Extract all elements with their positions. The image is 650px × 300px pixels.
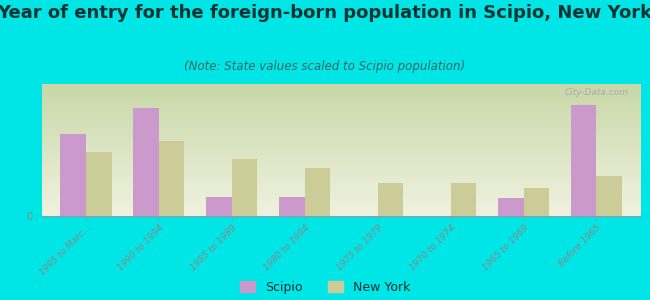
Text: Year of entry for the foreign-born population in Scipio, New York: Year of entry for the foreign-born popul… (0, 4, 650, 22)
Bar (597, 176, 622, 216)
Bar (305, 168, 330, 216)
Legend: Scipio, New York: Scipio, New York (240, 281, 410, 294)
Bar (498, 198, 523, 216)
Bar (450, 183, 476, 216)
Bar (232, 159, 257, 216)
Bar (280, 196, 305, 216)
Bar (206, 196, 232, 216)
Bar (571, 105, 597, 216)
Text: City-Data.com: City-Data.com (564, 88, 629, 97)
Bar (378, 183, 403, 216)
Bar (86, 152, 112, 216)
Bar (523, 188, 549, 216)
Bar (159, 141, 185, 216)
Bar (133, 108, 159, 216)
Text: (Note: State values scaled to Scipio population): (Note: State values scaled to Scipio pop… (185, 60, 465, 73)
Bar (60, 134, 86, 216)
